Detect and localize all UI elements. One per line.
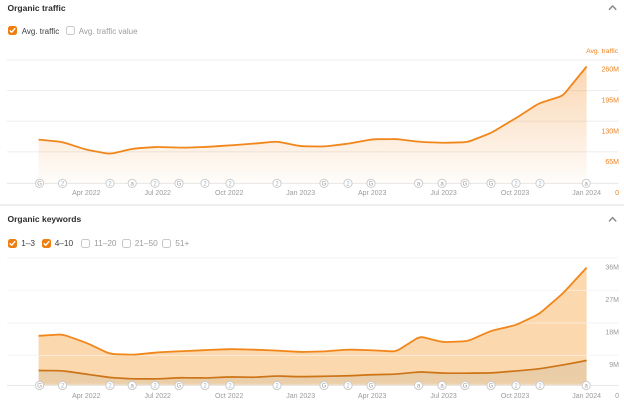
svg-text:2: 2 [61,182,65,188]
svg-text:Apr 2022: Apr 2022 [72,393,101,400]
svg-text:2: 2 [108,384,112,390]
svg-text:2: 2 [346,384,350,390]
svg-text:130M: 130M [601,128,619,135]
svg-text:2: 2 [228,182,232,188]
svg-text:G: G [369,182,374,188]
svg-text:G: G [369,384,374,390]
svg-text:G: G [322,182,327,188]
svg-text:Jan 2024: Jan 2024 [572,393,601,400]
svg-text:195M: 195M [601,98,619,105]
svg-text:a: a [585,182,589,188]
svg-text:G: G [177,182,182,188]
svg-text:Apr 2023: Apr 2023 [358,393,387,400]
svg-text:2: 2 [538,182,542,188]
svg-text:Jul 2022: Jul 2022 [144,190,171,197]
svg-text:a: a [417,182,421,188]
svg-text:2: 2 [153,182,157,188]
svg-text:2: 2 [61,384,65,390]
svg-text:Apr 2022: Apr 2022 [72,190,101,197]
svg-text:0: 0 [615,393,619,400]
svg-text:G: G [489,384,494,390]
svg-text:Jan 2023: Jan 2023 [286,190,315,197]
svg-text:G: G [177,384,182,390]
svg-text:G: G [37,384,42,390]
svg-text:0: 0 [615,190,619,197]
svg-text:a: a [417,384,421,390]
svg-text:2: 2 [514,182,518,188]
svg-text:G: G [463,384,468,390]
svg-text:Jul 2022: Jul 2022 [144,393,171,400]
svg-text:2: 2 [228,384,232,390]
svg-text:Jan 2023: Jan 2023 [286,393,315,400]
svg-text:27M: 27M [605,297,619,304]
svg-text:36M: 36M [605,264,619,271]
svg-text:2: 2 [153,384,157,390]
svg-text:Avg. traffic: Avg. traffic [586,48,618,55]
svg-text:a: a [585,384,589,390]
svg-text:Jan 2024: Jan 2024 [572,190,601,197]
svg-text:a: a [440,182,444,188]
svg-text:a: a [131,384,135,390]
svg-text:Jul 2023: Jul 2023 [430,393,457,400]
svg-text:G: G [489,182,494,188]
svg-text:Oct 2022: Oct 2022 [215,393,244,400]
svg-text:2: 2 [108,182,112,188]
svg-text:18M: 18M [605,330,619,337]
svg-text:a: a [131,182,135,188]
svg-text:G: G [463,182,468,188]
svg-text:Oct 2023: Oct 2023 [501,190,530,197]
svg-text:G: G [37,182,42,188]
svg-text:2: 2 [275,384,279,390]
svg-text:Oct 2023: Oct 2023 [501,393,530,400]
svg-text:9M: 9M [609,362,619,369]
svg-text:a: a [440,384,444,390]
svg-text:2: 2 [346,182,350,188]
svg-text:2: 2 [275,182,279,188]
svg-text:2: 2 [538,384,542,390]
svg-text:65M: 65M [605,159,619,166]
svg-text:Apr 2023: Apr 2023 [358,190,387,197]
svg-text:2: 2 [514,384,518,390]
svg-text:2: 2 [203,384,207,390]
svg-text:260M: 260M [601,67,619,74]
svg-text:Jul 2023: Jul 2023 [430,190,457,197]
svg-text:Oct 2022: Oct 2022 [215,190,244,197]
svg-text:2: 2 [203,182,207,188]
svg-text:G: G [322,384,327,390]
